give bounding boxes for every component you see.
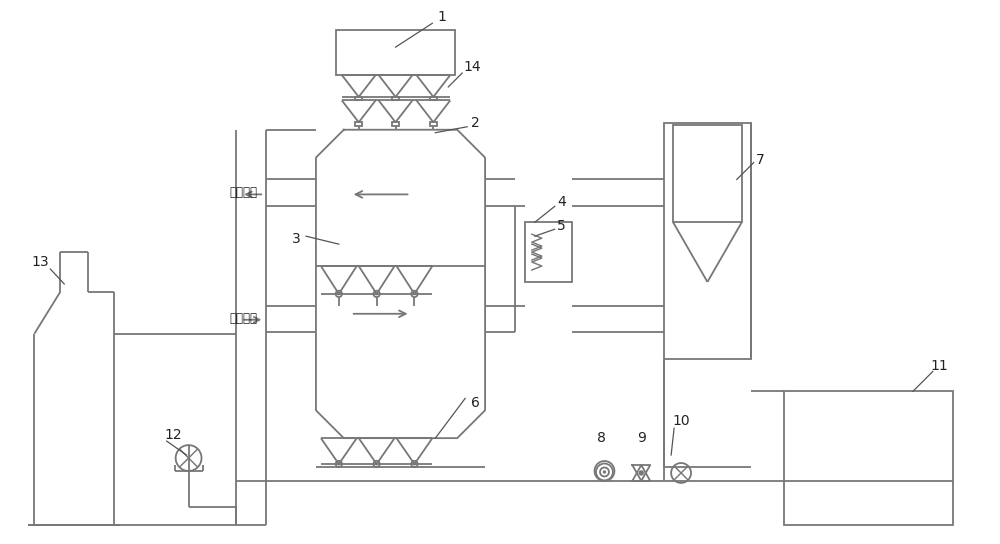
Bar <box>336 30 455 75</box>
Bar <box>664 123 751 358</box>
Bar <box>430 97 437 101</box>
Text: 洁净烟气: 洁净烟气 <box>229 186 257 199</box>
Circle shape <box>414 463 415 465</box>
Text: 10: 10 <box>672 414 690 428</box>
Circle shape <box>338 463 340 465</box>
Text: 原始烟气: 原始烟气 <box>229 312 257 325</box>
Bar <box>525 222 572 282</box>
Text: 3: 3 <box>292 232 300 246</box>
Circle shape <box>414 293 415 295</box>
Text: 6: 6 <box>471 397 480 410</box>
Text: 9: 9 <box>637 431 646 445</box>
Text: 4: 4 <box>557 195 566 209</box>
Bar <box>430 122 437 126</box>
Circle shape <box>376 463 377 465</box>
Circle shape <box>376 293 377 295</box>
Circle shape <box>603 471 605 473</box>
Text: 5: 5 <box>557 219 566 233</box>
Bar <box>392 122 399 126</box>
Bar <box>355 122 362 126</box>
Text: 13: 13 <box>32 255 49 269</box>
Text: 12: 12 <box>165 428 182 442</box>
Text: 14: 14 <box>463 60 481 74</box>
Text: 8: 8 <box>597 431 606 445</box>
Circle shape <box>639 471 643 475</box>
Text: 2: 2 <box>471 116 480 130</box>
Bar <box>355 97 362 101</box>
Text: 11: 11 <box>931 358 949 373</box>
Text: 7: 7 <box>756 152 765 166</box>
Circle shape <box>338 293 340 295</box>
Bar <box>392 97 399 101</box>
Bar <box>784 391 953 525</box>
Bar <box>673 125 742 222</box>
Text: 1: 1 <box>438 10 447 24</box>
